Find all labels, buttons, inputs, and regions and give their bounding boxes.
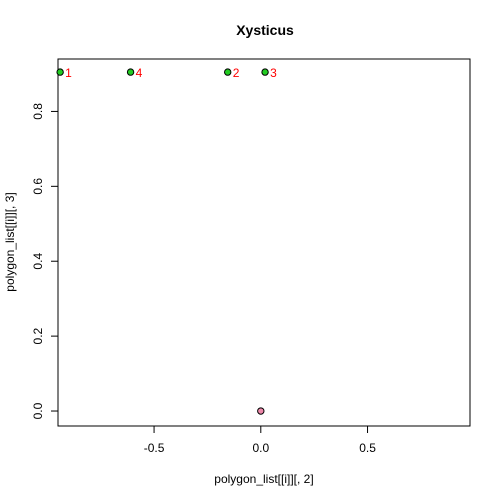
y-tick-label: 0.0 [31, 402, 45, 419]
scatter-point [56, 68, 64, 76]
centroid-point [257, 407, 265, 415]
x-axis: -0.5 0.0 0.5 [144, 426, 376, 455]
y-tick-label: 0.2 [31, 327, 45, 344]
chart-title: Xysticus [236, 22, 294, 38]
scatter-point [261, 68, 269, 76]
x-tick-label: 0.5 [359, 441, 376, 455]
point-label: 1 [65, 66, 72, 80]
y-axis-label: polygon_list[[i]][, 3] [3, 192, 17, 291]
y-tick-label: 0.8 [31, 103, 45, 120]
y-tick-label: 0.4 [31, 253, 45, 270]
y-tick-label: 0.6 [31, 178, 45, 195]
scatter-point [224, 68, 232, 76]
point-label: 4 [136, 66, 143, 80]
point-label: 3 [270, 66, 277, 80]
scatter-point [126, 68, 135, 76]
y-axis: 0.0 0.2 0.4 0.6 0.8 [31, 103, 58, 419]
point-label: 2 [233, 66, 240, 80]
x-axis-label: polygon_list[[i]][, 2] [214, 472, 313, 486]
data-points: 1 2 3 4 [56, 66, 277, 415]
plot-frame [57, 58, 471, 427]
x-tick-label: 0.0 [252, 441, 269, 455]
x-tick-label: -0.5 [144, 441, 165, 455]
